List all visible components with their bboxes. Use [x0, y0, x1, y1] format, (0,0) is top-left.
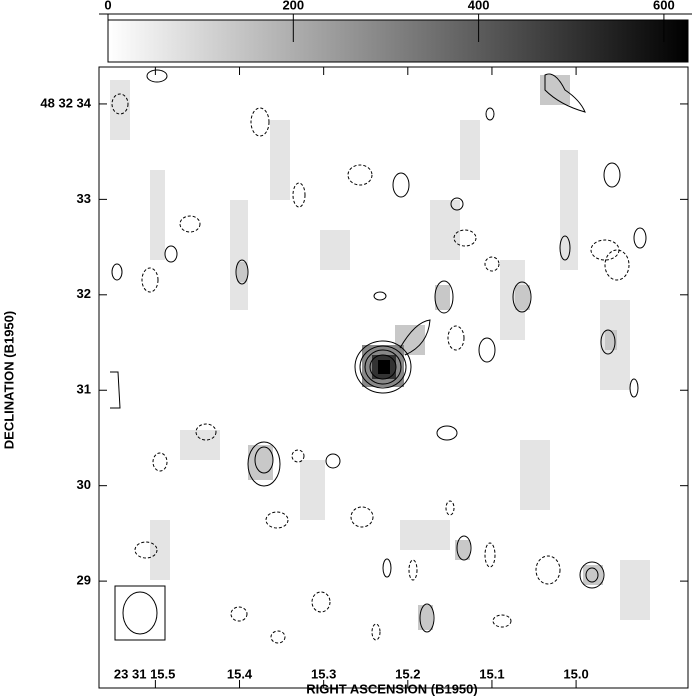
x-tick-label: 15.3	[311, 666, 336, 681]
x-tick-label: 15.1	[479, 666, 504, 681]
y-tick-label: 31	[77, 382, 91, 397]
plot-frame	[98, 66, 689, 689]
y-tick-label: 48 32 34	[40, 95, 91, 110]
y-tick-label: 29	[77, 573, 91, 588]
y-tick-label: 30	[77, 477, 91, 492]
x-tick-label: 23 31 15.5	[114, 666, 175, 681]
y-axis-label: DECLINATION (B1950)	[1, 311, 16, 449]
x-tick-label: 15.2	[395, 666, 420, 681]
colorbar-tick-label: 400	[468, 0, 490, 12]
x-tick-label: 15.0	[563, 666, 588, 681]
x-tick-label: 15.4	[227, 666, 253, 681]
colorbar-tick-label: 200	[282, 0, 304, 12]
colorbar	[107, 19, 689, 63]
colorbar-tick-label: 600	[653, 0, 675, 12]
map-image	[99, 67, 688, 688]
y-tick-label: 32	[77, 286, 91, 301]
x-axis-label: RIGHT ASCENSION (B1950)	[306, 681, 477, 696]
colorbar-tick-label: 0	[104, 0, 111, 12]
y-tick-label: 33	[77, 191, 91, 206]
